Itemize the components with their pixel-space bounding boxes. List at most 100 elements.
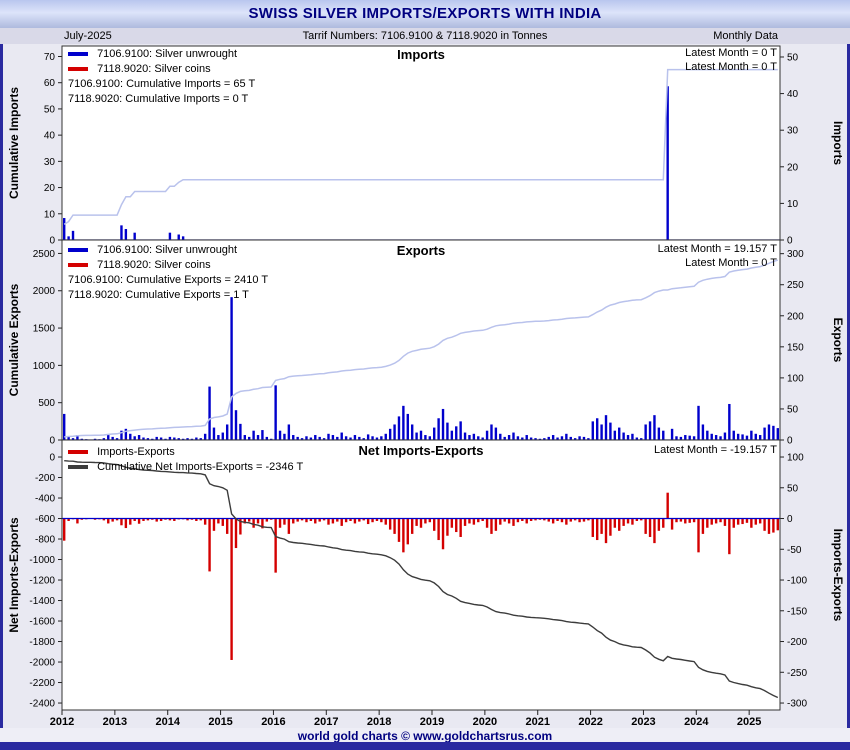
- legend-item: 7106.9100: Silver unwrought: [68, 243, 268, 258]
- svg-text:-2400: -2400: [29, 699, 55, 710]
- net-panel-title: Net Imports-Exports: [358, 443, 484, 458]
- net-plot-border: [61, 439, 781, 711]
- svg-text:50: 50: [787, 483, 799, 494]
- svg-text:-2000: -2000: [29, 658, 55, 669]
- svg-text:-50: -50: [787, 545, 802, 556]
- svg-text:100: 100: [787, 453, 804, 464]
- svg-text:0: 0: [787, 436, 793, 447]
- svg-text:30: 30: [44, 157, 56, 168]
- legend-item: Cumulative Net Imports-Exports = -2346 T: [68, 460, 303, 475]
- svg-text:-1800: -1800: [29, 637, 55, 648]
- svg-text:30: 30: [787, 126, 799, 137]
- exports-bars-unwrought: [63, 297, 779, 440]
- legend-item: 7118.9020: Silver coins: [68, 258, 268, 273]
- imports-bars-unwrought: [63, 86, 669, 240]
- svg-text:2019: 2019: [420, 716, 444, 728]
- svg-text:2018: 2018: [367, 716, 391, 728]
- svg-text:-1400: -1400: [29, 596, 55, 607]
- cumulative-imports-coins-label: 7118.9020: Cumulative Imports = 0 T: [68, 93, 249, 105]
- svg-text:-200: -200: [35, 473, 55, 484]
- latest-month-coins: Latest Month = 0 T: [685, 257, 777, 269]
- cumulative-exports-coins-label: 7118.9020: Cumulative Exports = 1 T: [68, 289, 249, 301]
- legend-label: Imports-Exports: [97, 446, 175, 458]
- legend-label: 7106.9100: Silver unwrought: [97, 244, 238, 256]
- exports-plot-background: [62, 240, 780, 440]
- net-bars-swatch-icon: [68, 450, 88, 455]
- svg-text:0: 0: [49, 453, 55, 464]
- exports-left-axis-label: Cumulative Exports: [7, 283, 21, 397]
- imports-axis-ticks: 0 10 20 30 40 50 60 70 0 10 20 30 40 50: [44, 52, 799, 247]
- svg-text:200: 200: [787, 311, 804, 322]
- svg-text:-1000: -1000: [29, 555, 55, 566]
- footer: world gold charts © www.goldchartsrus.co…: [0, 728, 850, 750]
- svg-text:2012: 2012: [50, 716, 74, 728]
- svg-text:2500: 2500: [33, 249, 56, 260]
- cumulative-imports-unwrought-label: 7106.9100: Cumulative Imports = 65 T: [68, 78, 256, 90]
- svg-text:-300: -300: [787, 699, 807, 710]
- svg-text:10: 10: [44, 209, 56, 220]
- svg-text:2016: 2016: [261, 716, 285, 728]
- coins-swatch-icon: [68, 67, 88, 72]
- svg-text:2017: 2017: [314, 716, 338, 728]
- svg-text:2022: 2022: [578, 716, 602, 728]
- imports-plot-background: [62, 46, 780, 240]
- exports-axis-ticks: 0 500 1000 1500 2000 2500 0 50 100 150 200 250 300: [33, 249, 804, 447]
- svg-text:0: 0: [49, 236, 55, 247]
- net-right-axis-label: Imports-Exports: [831, 528, 845, 622]
- footer-bar: [0, 742, 850, 750]
- exports-right-axis-label: Exports: [831, 317, 845, 363]
- svg-text:2021: 2021: [525, 716, 549, 728]
- unwrought-swatch-icon: [68, 52, 88, 57]
- svg-text:0: 0: [49, 436, 55, 447]
- latest-month-unwrought: Latest Month = 0 T: [685, 47, 777, 59]
- cumulative-imports-line: [63, 68, 778, 225]
- chart-area: 0 10 20 30 40 50 60 70 0 10 20 30 40 50 0 500 1000 1500 20…: [0, 44, 850, 728]
- page-title: SWISS SILVER IMPORTS/EXPORTS WITH INDIA: [0, 0, 850, 29]
- imports-panel-title: Imports: [397, 47, 445, 62]
- x-axis: 2012 2013 2014 2015 2016 2017 2018 2019 2020 2021…: [50, 710, 761, 728]
- svg-text:-250: -250: [787, 668, 807, 679]
- svg-text:2000: 2000: [33, 286, 56, 297]
- latest-month-net: Latest Month = -19.157 T: [653, 444, 777, 456]
- net-latest-month: Latest Month = -19.157 T: [654, 443, 777, 457]
- svg-text:20: 20: [787, 162, 799, 173]
- exports-panel-title: Exports: [396, 243, 446, 258]
- svg-text:-100: -100: [787, 576, 807, 587]
- svg-text:-800: -800: [35, 535, 55, 546]
- chart-canvas: 0102030405060700102030405005001000150020…: [29, 45, 807, 728]
- coins-swatch-icon: [68, 263, 88, 268]
- svg-text:2025: 2025: [737, 716, 761, 728]
- svg-text:2024: 2024: [684, 716, 709, 728]
- svg-text:2014: 2014: [155, 716, 180, 728]
- imports-legend: 7106.9100: Silver unwrought 7118.9020: S…: [68, 47, 255, 107]
- svg-text:20: 20: [44, 183, 56, 194]
- exports-legend: 7106.9100: Silver unwrought 7118.9020: S…: [68, 243, 268, 303]
- svg-text:0: 0: [787, 236, 793, 247]
- legend-label: 7118.9020: Silver coins: [97, 63, 211, 75]
- net-axis-ticks: 0-200-400-600-800-1000-1200-1400-1600-18…: [29, 453, 807, 710]
- svg-text:2015: 2015: [208, 716, 232, 728]
- svg-text:500: 500: [38, 398, 55, 409]
- svg-text:50: 50: [787, 52, 799, 63]
- svg-text:1500: 1500: [33, 324, 56, 335]
- svg-text:50: 50: [787, 404, 799, 415]
- latest-month-unwrought: Latest Month = 19.157 T: [657, 243, 777, 255]
- svg-text:2020: 2020: [473, 716, 497, 728]
- legend-item: Imports-Exports: [68, 445, 303, 460]
- svg-text:0: 0: [787, 514, 793, 525]
- svg-text:100: 100: [787, 373, 804, 384]
- svg-text:60: 60: [44, 78, 56, 89]
- net-line-swatch-icon: [68, 465, 88, 470]
- cumulative-exports-line: [64, 259, 779, 438]
- svg-text:-1200: -1200: [29, 576, 55, 587]
- legend-label: Cumulative Net Imports-Exports = -2346 T: [97, 461, 304, 473]
- svg-text:300: 300: [787, 249, 804, 260]
- footer-credit: world gold charts © www.goldchartsrus.co…: [297, 729, 553, 743]
- tariff-numbers: Tarrif Numbers: 7106.9100 & 7118.9020 in…: [302, 30, 548, 42]
- net-plot-background: [62, 440, 780, 710]
- legend-label: 7118.9020: Silver coins: [97, 259, 211, 271]
- svg-text:-150: -150: [787, 606, 807, 617]
- unwrought-swatch-icon: [68, 248, 88, 253]
- svg-text:40: 40: [787, 89, 799, 100]
- svg-text:250: 250: [787, 280, 804, 291]
